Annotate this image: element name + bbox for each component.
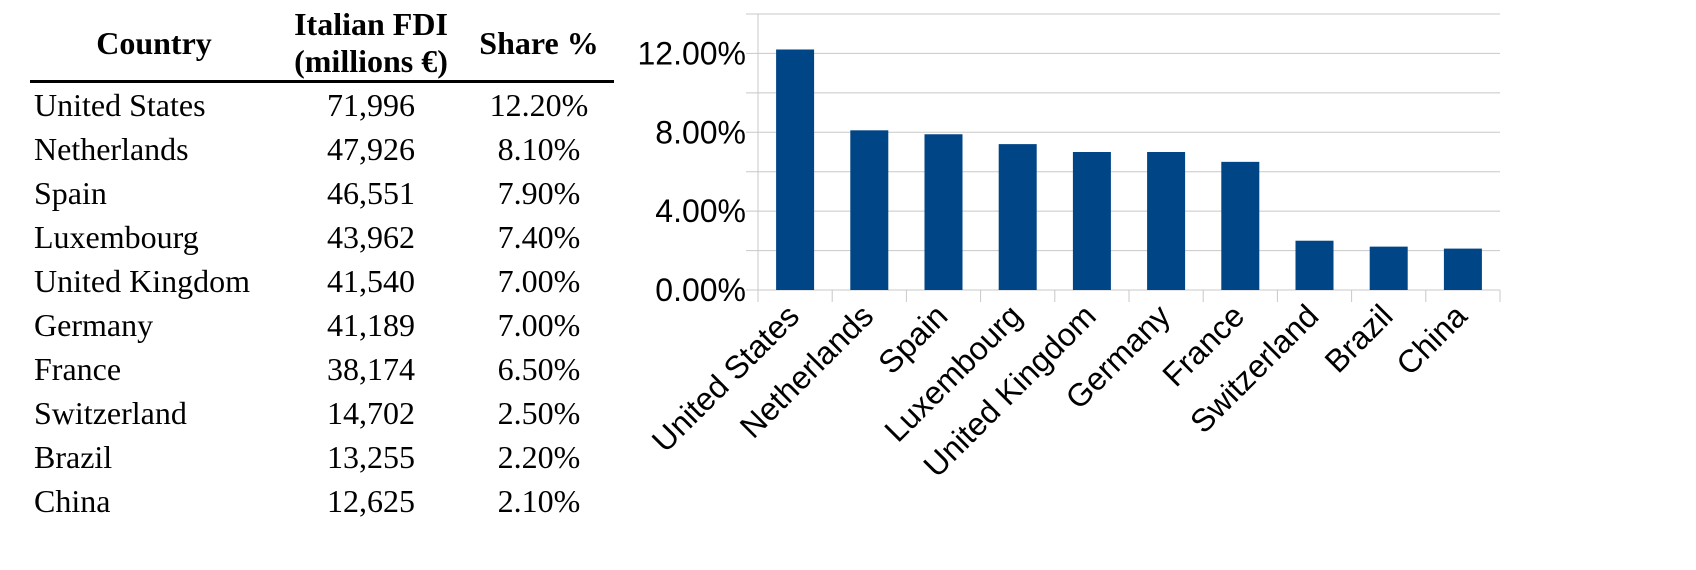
cell-country: United States <box>34 86 206 123</box>
cell-country: Germany <box>34 306 154 343</box>
table-row: Netherlands 47,926 8.10% <box>30 127 614 171</box>
header-country: Country <box>30 6 278 83</box>
cell-country: Switzerland <box>34 394 187 431</box>
table-row: China 12,625 2.10% <box>30 479 614 523</box>
x-tick-labels: United StatesNetherlandsSpainLuxembourgU… <box>645 297 1474 484</box>
cell-fdi: 38,174 <box>327 350 415 387</box>
cell-share: 2.20% <box>497 438 581 475</box>
cell-fdi: 41,540 <box>327 262 415 299</box>
table-row: United States 71,996 12.20% <box>30 82 614 128</box>
cell-share: 12.20% <box>489 86 589 123</box>
cell-share: 7.90% <box>497 174 581 211</box>
table-row: Spain 46,551 7.90% <box>30 171 614 215</box>
cell-fdi: 13,255 <box>327 438 415 475</box>
table-header-row: Country Italian FDI (millions €) Share % <box>30 6 614 83</box>
cell-share: 2.50% <box>497 394 581 431</box>
bar-spain <box>924 134 963 290</box>
cell-fdi: 46,551 <box>327 174 415 211</box>
cell-fdi: 43,962 <box>327 218 415 255</box>
header-fdi: Italian FDI (millions €) <box>278 6 464 83</box>
bar-germany <box>1147 152 1186 290</box>
cell-share: 8.10% <box>497 130 581 167</box>
cell-country: Netherlands <box>34 130 189 167</box>
bars <box>776 49 1482 290</box>
y-tick-label: 0.00% <box>655 272 746 308</box>
y-tick-labels: 0.00% 4.00% 8.00% 12.00% <box>637 35 746 308</box>
fdi-table: Country Italian FDI (millions €) Share %… <box>30 6 614 523</box>
cell-fdi: 71,996 <box>327 86 415 123</box>
header-fdi-line1: Italian FDI <box>294 6 448 42</box>
cell-share: 2.10% <box>497 482 581 519</box>
cell-share: 7.00% <box>497 306 581 343</box>
cell-share: 6.50% <box>497 350 581 387</box>
cell-fdi: 12,625 <box>327 482 415 519</box>
bar-france <box>1221 161 1260 290</box>
y-tick-label: 12.00% <box>637 35 746 71</box>
bar-switzerland <box>1295 240 1334 290</box>
table-row: Switzerland 14,702 2.50% <box>30 391 614 435</box>
cell-share: 7.40% <box>497 218 581 255</box>
cell-country: Luxembourg <box>34 218 199 255</box>
cell-fdi: 47,926 <box>327 130 415 167</box>
table-row: Germany 41,189 7.00% <box>30 303 614 347</box>
cell-country: China <box>34 482 111 519</box>
bar-china <box>1443 248 1482 290</box>
cell-country: United Kingdom <box>34 262 250 299</box>
header-share: Share % <box>464 6 614 83</box>
bar-brazil <box>1369 246 1408 290</box>
cell-country: Brazil <box>34 438 113 475</box>
cell-country: Spain <box>34 174 107 211</box>
y-tick-label: 4.00% <box>655 193 746 229</box>
cell-fdi: 41,189 <box>327 306 415 343</box>
x-tick-label: China <box>1389 297 1474 382</box>
x-tick-label: Brazil <box>1318 297 1400 379</box>
table-row: United Kingdom 41,540 7.00% <box>30 259 614 303</box>
cell-fdi: 14,702 <box>327 394 415 431</box>
table-row: Luxembourg 43,962 7.40% <box>30 215 614 259</box>
bar-united-kingdom <box>1072 152 1111 290</box>
table-row: France 38,174 6.50% <box>30 347 614 391</box>
header-fdi-line2: (millions €) <box>294 43 448 79</box>
table-row: Brazil 13,255 2.20% <box>30 435 614 479</box>
bar-netherlands <box>850 130 889 290</box>
cell-share: 7.00% <box>497 262 581 299</box>
bar-united-states <box>776 49 815 290</box>
cell-country: France <box>34 350 122 387</box>
y-tick-label: 8.00% <box>655 114 746 150</box>
bar-luxembourg <box>998 144 1037 290</box>
